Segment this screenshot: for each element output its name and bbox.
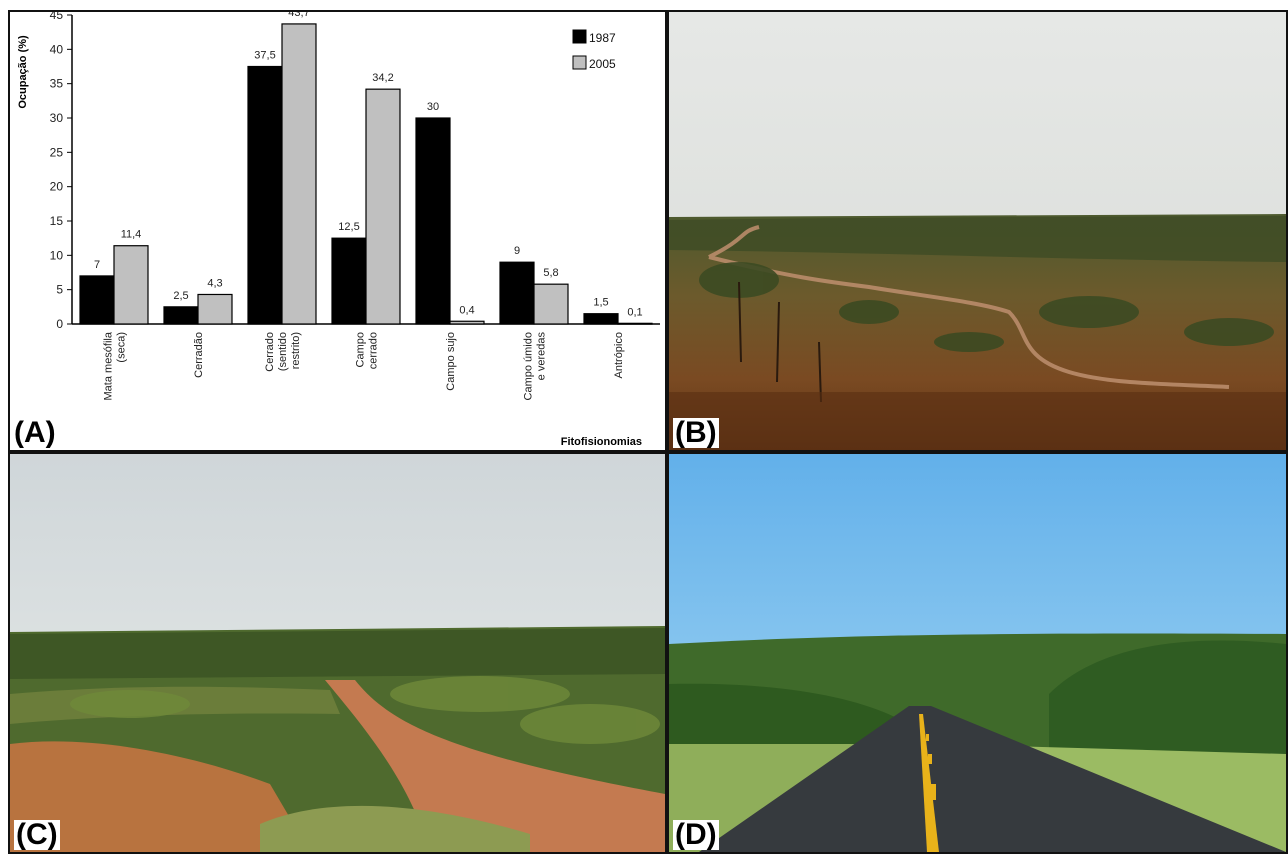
- bar-chart: 0 5 10 15 20 25 30 35 40 45 Ocupação (%) Fitofision…: [17, 12, 660, 448]
- landscape-photo-d: [669, 454, 1286, 852]
- data-label: 2,5: [173, 290, 188, 302]
- panel-label-c: (C): [14, 818, 60, 851]
- data-label: 30: [427, 101, 439, 113]
- bar-2005-2: [281, 23, 317, 325]
- y-tick-label: 15: [50, 214, 64, 228]
- y-tick-label: 30: [50, 111, 64, 125]
- legend-label-1987: 1987: [589, 31, 616, 45]
- photo-panel-c: (C): [8, 452, 667, 854]
- category-label: restrito): [290, 332, 302, 369]
- category-label: cerrado: [368, 332, 380, 369]
- y-tick-label: 5: [56, 283, 63, 297]
- category-label: Campo sujo: [445, 332, 457, 391]
- data-label: 7: [94, 259, 100, 271]
- y-tick-label: 40: [50, 42, 64, 56]
- y-tick-label: 25: [50, 145, 64, 159]
- photo-panel-b: (B): [667, 10, 1288, 452]
- bar-2005-5: [533, 283, 569, 325]
- y-tick-label: 0: [56, 317, 63, 331]
- bar-1987-6: [583, 313, 619, 325]
- data-label: 9: [514, 245, 520, 257]
- photo-panel-d: (D): [667, 452, 1288, 854]
- bar-2005-0: [113, 245, 149, 325]
- legend-swatch-2005: [572, 55, 587, 70]
- chart-panel-a: 0 5 10 15 20 25 30 35 40 45 Ocupação (%) Fitofision…: [8, 10, 667, 452]
- legend-label-2005: 2005: [589, 57, 616, 71]
- bar-1987-1: [163, 306, 199, 325]
- category-label: Campo úmido: [523, 332, 535, 400]
- y-tick-label: 35: [50, 77, 64, 91]
- y-axis-label: Ocupação (%): [17, 35, 29, 109]
- category-label: e veredas: [536, 332, 548, 381]
- bar-1987-0: [79, 275, 115, 325]
- bar-1987-4: [415, 117, 451, 325]
- category-label: (sentido: [277, 332, 289, 371]
- landscape-photo-b: [669, 12, 1286, 450]
- bar-1987-2: [247, 65, 283, 325]
- category-label: Campo: [355, 332, 367, 367]
- category-label: Cerradão: [193, 332, 205, 378]
- panel-label-b: (B): [673, 416, 719, 449]
- category-label: Antrópico: [613, 332, 625, 378]
- bar-2005-6: [617, 322, 653, 325]
- bar-1987-3: [331, 237, 367, 325]
- y-tick-label: 20: [50, 180, 64, 194]
- data-label: 11,4: [121, 229, 142, 241]
- data-label: 37,5: [254, 50, 275, 62]
- data-label: 5,8: [543, 267, 558, 279]
- y-tick-label: 10: [50, 248, 64, 262]
- data-label: 4,3: [207, 277, 222, 289]
- data-label: 0,4: [459, 304, 474, 316]
- data-label: 1,5: [593, 297, 608, 309]
- data-label: 34,2: [372, 72, 393, 84]
- category-label: (seca): [116, 332, 128, 363]
- data-label: 12,5: [338, 221, 359, 233]
- bar-2005-3: [365, 88, 401, 325]
- panel-label-d: (D): [673, 818, 719, 851]
- legend-swatch-1987: [572, 29, 587, 44]
- bar-2005-1: [197, 293, 233, 325]
- panel-label-a: (A): [14, 416, 56, 449]
- x-axis-label: Fitofisionomias: [561, 436, 642, 448]
- data-label: 0,1: [627, 306, 642, 318]
- landscape-photo-c: [10, 454, 665, 852]
- y-tick-label: 45: [50, 12, 64, 22]
- bar-2005-4: [449, 320, 485, 325]
- category-label: Mata mesófila: [103, 331, 115, 400]
- data-label: 43,7: [288, 12, 309, 19]
- category-label: Cerrado: [264, 332, 276, 372]
- bar-1987-5: [499, 261, 535, 325]
